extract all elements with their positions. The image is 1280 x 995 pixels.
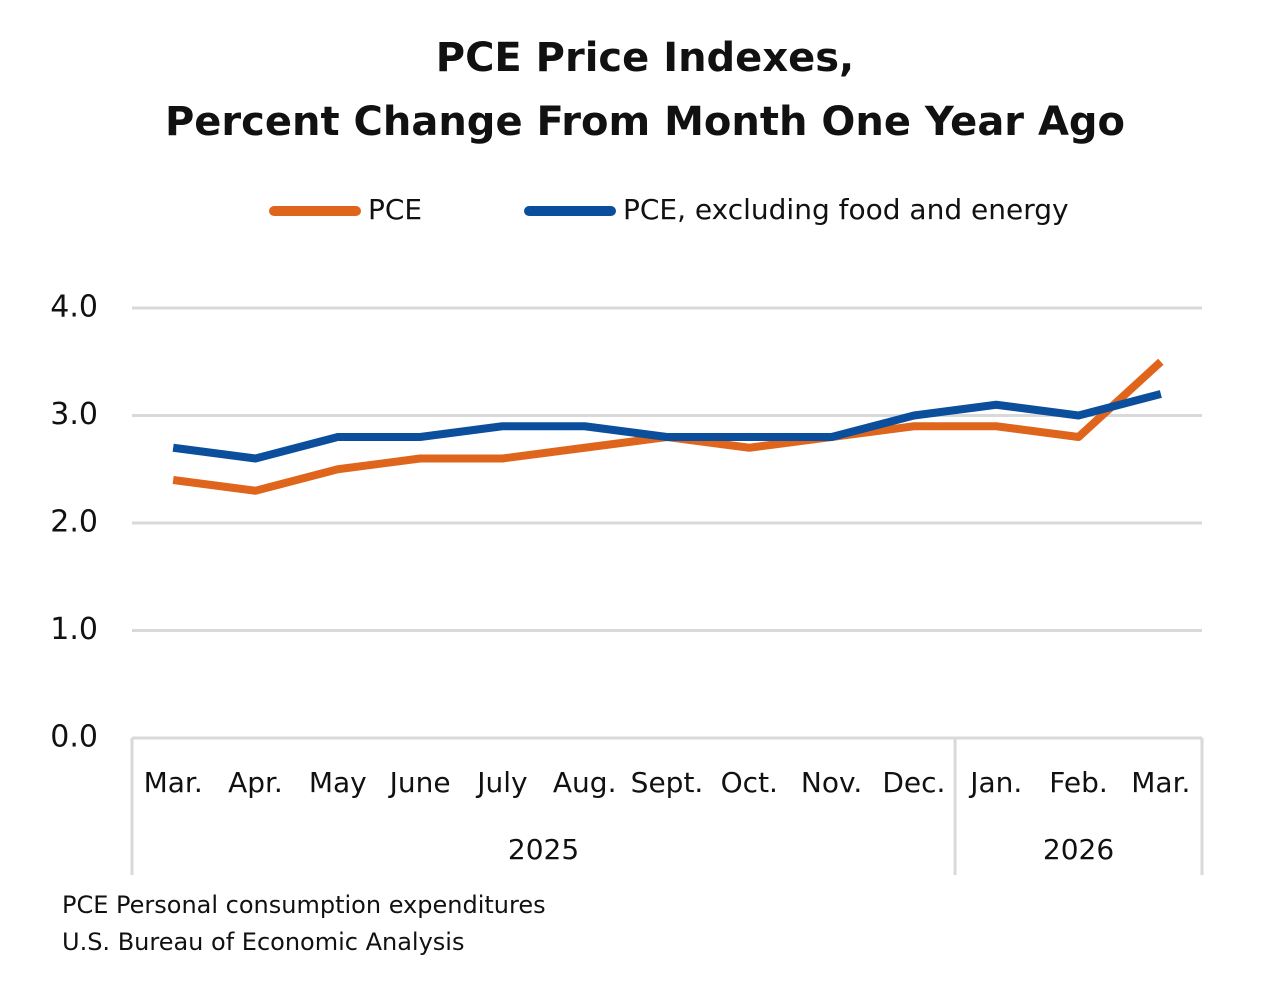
x-tick-label: Oct.	[721, 766, 778, 799]
x-tick-label: Aug.	[553, 766, 617, 799]
x-tick-label: Feb.	[1049, 766, 1107, 799]
x-tick-label: Apr.	[228, 766, 283, 799]
x-group-label: 2026	[1043, 833, 1114, 866]
x-tick-label: May	[309, 766, 367, 799]
y-tick-label: 2.0	[50, 505, 98, 540]
x-tick-label: Mar.	[1131, 766, 1190, 799]
footnote: PCE Personal consumption expenditures	[62, 891, 546, 919]
x-tick-label: July	[475, 766, 527, 799]
x-tick-label: Mar.	[144, 766, 203, 799]
y-tick-label: 0.0	[50, 720, 98, 755]
x-tick-label: Sept.	[631, 766, 704, 799]
y-tick-label: 4.0	[50, 290, 98, 325]
footnote: U.S. Bureau of Economic Analysis	[62, 928, 464, 956]
legend-label: PCE	[368, 193, 422, 226]
legend-label: PCE, excluding food and energy	[623, 193, 1069, 226]
chart-title: Percent Change From Month One Year Ago	[165, 99, 1125, 145]
x-tick-label: Nov.	[801, 766, 862, 799]
x-tick-label: Dec.	[882, 766, 945, 799]
chart-title: PCE Price Indexes,	[436, 35, 855, 81]
y-tick-label: 1.0	[50, 612, 98, 647]
series-line	[172, 390, 1162, 463]
x-group-label: 2025	[508, 833, 579, 866]
x-tick-label: June	[388, 766, 451, 799]
series-line	[172, 358, 1164, 495]
y-tick-label: 3.0	[50, 397, 98, 432]
x-tick-label: Jan.	[968, 766, 1022, 799]
